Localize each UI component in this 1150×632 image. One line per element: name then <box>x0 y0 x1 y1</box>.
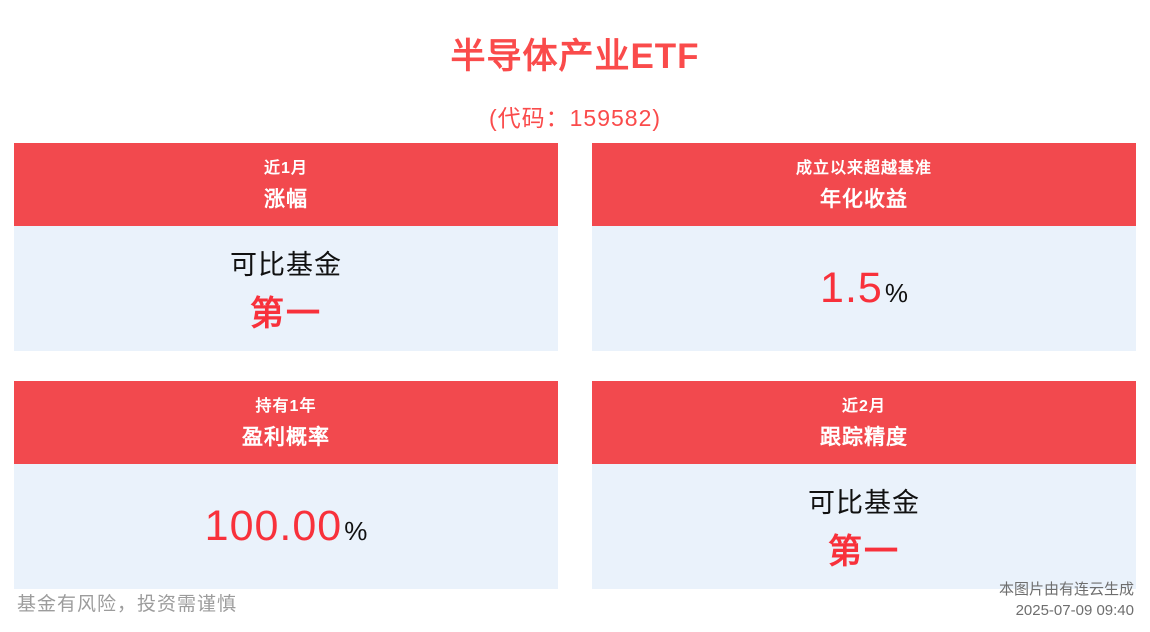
stats-grid: 近1月 涨幅 可比基金 第一 成立以来超越基准 年化收益 1.5 % <box>14 143 1136 589</box>
card-tracking-precision-body: 可比基金 第一 <box>592 464 1136 589</box>
card-1m-gain-metric: 涨幅 <box>264 188 308 211</box>
card-profit-probability: 持有1年 盈利概率 100.00 % <box>14 381 558 589</box>
card-1m-gain-body: 可比基金 第一 <box>14 226 558 351</box>
card-annualized-return-period: 成立以来超越基准 <box>795 160 932 177</box>
profit-probability-unit: % <box>344 516 368 546</box>
comparable-fund-label: 可比基金 <box>230 249 342 280</box>
credit-source: 本图片由有连云生成 <box>998 580 1134 598</box>
card-profit-probability-header: 持有1年 盈利概率 <box>14 381 558 464</box>
rank-first-label: 第一 <box>828 532 900 571</box>
profit-probability-value-row: 100.00 % <box>205 502 368 551</box>
card-1m-gain: 近1月 涨幅 可比基金 第一 <box>14 143 558 351</box>
fund-code-subtitle: (代码：159582) <box>488 105 662 131</box>
rank-first-label: 第一 <box>250 294 322 333</box>
risk-disclaimer: 基金有风险，投资需谨慎 <box>17 594 238 615</box>
card-profit-probability-period: 持有1年 <box>255 398 317 415</box>
card-annualized-return-header: 成立以来超越基准 年化收益 <box>592 143 1136 226</box>
card-annualized-return: 成立以来超越基准 年化收益 1.5 % <box>592 143 1136 351</box>
annualized-return-value: 1.5 <box>820 264 883 312</box>
card-annualized-return-body: 1.5 % <box>592 226 1136 351</box>
card-tracking-precision-metric: 跟踪精度 <box>820 426 908 449</box>
page-title: 半导体产业ETF <box>450 37 700 76</box>
card-profit-probability-body: 100.00 % <box>14 464 558 589</box>
card-1m-gain-period: 近1月 <box>264 160 308 177</box>
card-tracking-precision-period: 近2月 <box>842 398 886 415</box>
annualized-return-unit: % <box>884 278 908 308</box>
card-tracking-precision: 近2月 跟踪精度 可比基金 第一 <box>592 381 1136 589</box>
generation-credit: 本图片由有连云生成 2025-07-09 09:40 <box>999 579 1134 623</box>
profit-probability-value: 100.00 <box>204 502 343 550</box>
annualized-return-value-row: 1.5 % <box>820 264 908 313</box>
card-tracking-precision-header: 近2月 跟踪精度 <box>592 381 1136 464</box>
card-1m-gain-header: 近1月 涨幅 <box>14 143 558 226</box>
comparable-fund-label: 可比基金 <box>808 487 920 518</box>
card-profit-probability-metric: 盈利概率 <box>242 426 330 449</box>
credit-timestamp: 2025-07-09 09:40 <box>1015 602 1134 620</box>
card-annualized-return-metric: 年化收益 <box>820 188 908 211</box>
